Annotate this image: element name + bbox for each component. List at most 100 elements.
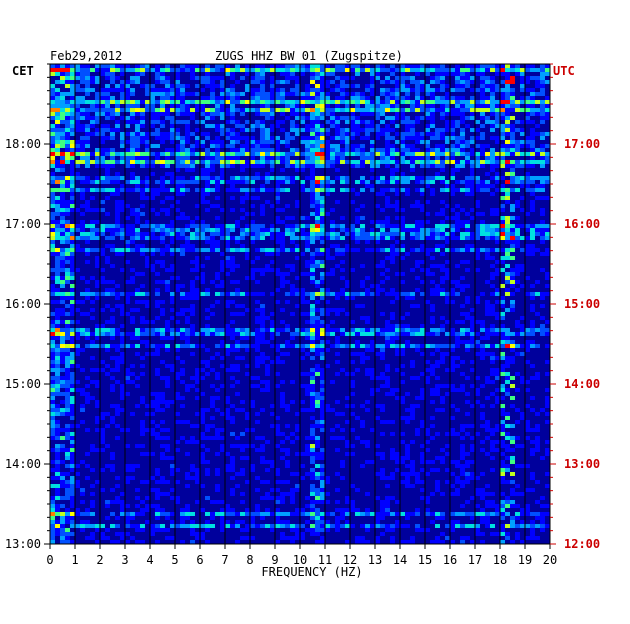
spectrogram-cell [195,144,200,148]
spectrogram-cell [105,288,110,292]
spectrogram-cell [360,148,365,152]
spectrogram-cell [470,112,475,116]
spectrogram-cell [525,136,530,140]
spectrogram-cell [205,124,210,128]
spectrogram-cell [400,220,405,224]
spectrogram-cell [250,152,255,156]
spectrogram-cell [160,176,165,180]
spectrogram-cell [260,88,265,92]
spectrogram-cell [150,172,155,176]
spectrogram-cell [65,188,70,192]
spectrogram-cell [265,364,270,368]
spectrogram-cell [120,248,125,252]
spectrogram-cell [460,388,465,392]
spectrogram-cell [495,176,500,180]
spectrogram-cell [240,176,245,180]
spectrogram-cell [230,236,235,240]
spectrogram-cell [55,292,60,296]
spectrogram-cell [230,328,235,332]
spectrogram-cell [385,108,390,112]
spectrogram-cell [480,184,485,188]
spectrogram-cell [175,412,180,416]
spectrogram-cell [285,448,290,452]
spectrogram-cell [450,152,455,156]
spectrogram-cell [50,312,55,316]
spectrogram-cell [495,208,500,212]
spectrogram-cell [350,332,355,336]
spectrogram-cell [460,444,465,448]
spectrogram-cell [370,292,375,296]
spectrogram-cell [115,412,120,416]
spectrogram-cell [385,256,390,260]
spectrogram-cell [305,392,310,396]
spectrogram-cell [50,428,55,432]
spectrogram-cell [310,96,315,100]
spectrogram-cell [310,312,315,316]
spectrogram-cell [430,152,435,156]
spectrogram-cell [310,116,315,120]
spectrogram-cell [315,140,320,144]
spectrogram-cell [175,68,180,72]
spectrogram-cell [205,148,210,152]
spectrogram-cell [105,244,110,248]
spectrogram-cell [365,356,370,360]
spectrogram-cell [345,104,350,108]
spectrogram-cell [190,296,195,300]
spectrogram-cell [520,160,525,164]
spectrogram-cell [500,72,505,76]
spectrogram-cell [235,140,240,144]
spectrogram-cell [315,324,320,328]
spectrogram-cell [480,132,485,136]
spectrogram-cell [235,156,240,160]
spectrogram-cell [390,116,395,120]
spectrogram-cell [215,428,220,432]
spectrogram-cell [325,340,330,344]
spectrogram-cell [470,316,475,320]
spectrogram-cell [110,68,115,72]
spectrogram-cell [310,100,315,104]
spectrogram-cell [165,456,170,460]
spectrogram-cell [320,328,325,332]
spectrogram-cell [450,124,455,128]
spectrogram-cell [440,276,445,280]
spectrogram-cell [110,64,115,68]
spectrogram-cell [530,324,535,328]
spectrogram-cell [315,424,320,428]
spectrogram-cell [300,184,305,188]
spectrogram-cell [140,192,145,196]
spectrogram-cell [225,344,230,348]
spectrogram-cell [525,164,530,168]
spectrogram-cell [335,176,340,180]
spectrogram-cell [60,340,65,344]
spectrogram-cell [370,160,375,164]
spectrogram-cell [175,284,180,288]
spectrogram-cell [430,304,435,308]
spectrogram-cell [165,196,170,200]
spectrogram-cell [420,344,425,348]
spectrogram-cell [175,288,180,292]
spectrogram-cell [100,128,105,132]
spectrogram-cell [490,448,495,452]
spectrogram-cell [50,460,55,464]
spectrogram-cell [180,212,185,216]
spectrogram-cell [230,228,235,232]
spectrogram-cell [230,336,235,340]
spectrogram-cell [420,268,425,272]
spectrogram-cell [430,64,435,68]
spectrogram-cell [350,232,355,236]
spectrogram-cell [255,108,260,112]
spectrogram-cell [90,356,95,360]
spectrogram-cell [80,116,85,120]
spectrogram-cell [70,72,75,76]
spectrogram-cell [365,348,370,352]
spectrogram-cell [95,152,100,156]
spectrogram-cell [255,124,260,128]
spectrogram-cell [460,276,465,280]
spectrogram-cell [265,232,270,236]
spectrogram-cell [310,304,315,308]
spectrogram-cell [510,232,515,236]
spectrogram-cell [205,100,210,104]
spectrogram-cell [280,92,285,96]
spectrogram-cell [285,280,290,284]
spectrogram-cell [125,140,130,144]
